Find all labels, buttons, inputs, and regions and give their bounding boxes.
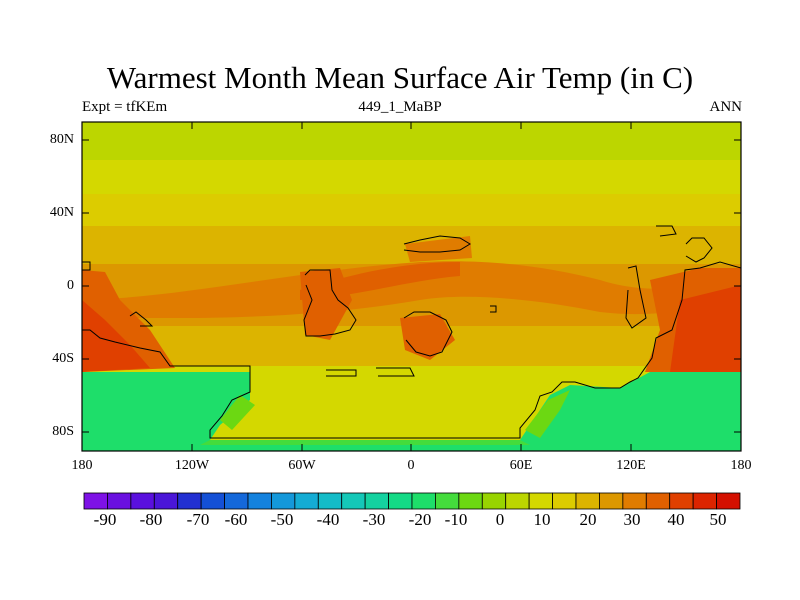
colorbar-label: -80: [139, 510, 163, 529]
colorbar-swatch: [130, 492, 155, 510]
colorbar-swatch: [200, 492, 225, 510]
colorbar-swatch: [224, 492, 249, 510]
colorbar-label: -60: [224, 510, 248, 529]
lon-label-0: 0: [407, 458, 415, 473]
lat-label-80s: 80S: [52, 424, 74, 439]
colorbar-swatch: [716, 492, 741, 510]
colorbar-swatch: [505, 492, 530, 510]
lon-label-120e: 120E: [616, 458, 646, 473]
colorbar-swatch: [458, 492, 483, 510]
colorbar-label: -20: [408, 510, 432, 529]
colorbar-label: 30: [623, 510, 641, 529]
lon-label-120w: 120W: [174, 458, 210, 473]
colorbar-swatch: [575, 492, 600, 510]
colorbar-label: -90: [93, 510, 117, 529]
colorbar-label: 50: [709, 510, 727, 529]
colorbar-label: 10: [533, 510, 551, 529]
lon-label-180w: 180: [71, 458, 93, 473]
colorbar-swatch: [83, 492, 108, 510]
colorbar-swatch: [435, 492, 460, 510]
colorbar-swatch: [153, 492, 179, 510]
colorbar-label: 0: [495, 510, 505, 529]
axis-ticks: [82, 122, 741, 451]
colorbar-swatch: [552, 492, 577, 510]
lat-label-40n: 40N: [49, 205, 74, 220]
colorbar-swatch: [247, 492, 272, 510]
colorbar-swatch: [528, 492, 553, 510]
plot-title: Warmest Month Mean Surface Air Temp (in …: [106, 60, 694, 95]
colorbar-label: -70: [186, 510, 210, 529]
continent-outlines: [82, 225, 741, 439]
colorbar-swatch: [294, 492, 319, 510]
time-label: 449_1_MaBP: [358, 99, 442, 115]
colorbar-swatch: [669, 492, 694, 510]
colorbar-swatch: [271, 492, 296, 510]
lat-label-80n: 80N: [49, 132, 74, 147]
colorbar-label: 20: [579, 510, 597, 529]
lon-label-60w: 60W: [288, 458, 316, 473]
season-label: ANN: [709, 99, 743, 115]
lon-label-180e: 180: [730, 458, 752, 473]
colorbar-swatch: [177, 492, 202, 510]
colorbar-label: -40: [316, 510, 340, 529]
colorbar-swatch: [107, 492, 132, 510]
colorbar-swatch: [411, 492, 436, 510]
colorbar-swatch: [317, 492, 343, 510]
colorbar-swatch: [622, 492, 647, 510]
colorbar: [83, 492, 741, 510]
colorbar-swatch: [341, 492, 366, 510]
colorbar-label: -30: [362, 510, 386, 529]
temperature-field: [82, 122, 741, 451]
lat-label-0: 0: [67, 278, 74, 293]
colorbar-swatch: [481, 492, 507, 510]
colorbar-swatch: [645, 492, 671, 510]
colorbar-swatch: [364, 492, 389, 510]
colorbar-swatch: [388, 492, 413, 510]
colorbar-label: -50: [270, 510, 294, 529]
colorbar-swatch: [692, 492, 717, 510]
colorbar-label: 40: [667, 510, 685, 529]
experiment-label: Expt = tfKEm: [82, 99, 168, 115]
colorbar-label: -10: [444, 510, 468, 529]
lat-label-40s: 40S: [52, 351, 74, 366]
colorbar-swatch: [599, 492, 624, 510]
lon-label-60e: 60E: [509, 458, 533, 473]
